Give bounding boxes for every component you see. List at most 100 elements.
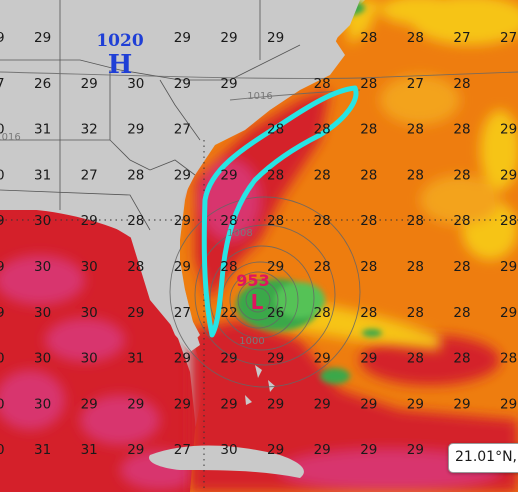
sst-value: 26 [267, 305, 284, 321]
land-layer [0, 0, 360, 478]
sst-value: 29 [127, 305, 144, 321]
sst-value: 31 [34, 122, 51, 138]
sst-value: 29 [220, 76, 237, 92]
sst-value: 28 [314, 167, 331, 183]
sst-value: 31 [81, 442, 98, 458]
sst-value: 29 [174, 76, 191, 92]
sst-value: 28 [453, 167, 470, 183]
sst-value: 28 [314, 76, 331, 92]
sst-value: 28 [407, 213, 424, 229]
isobar-label: 1016 [0, 132, 21, 143]
sst-value: 27 [453, 30, 470, 46]
sst-value: 28 [407, 122, 424, 138]
sst-value: 28 [360, 213, 377, 229]
sst-value: 29 [314, 442, 331, 458]
low-pressure-letter: L [251, 290, 264, 314]
sst-value: 29 [0, 259, 5, 275]
sst-value: 29 [174, 30, 191, 46]
sst-value: 30 [34, 305, 51, 321]
sst-value: 27 [174, 122, 191, 138]
high-pressure-value: 1020 [96, 31, 143, 51]
sst-value: 28 [360, 259, 377, 275]
sst-value: 30 [81, 259, 98, 275]
sst-value: 28 [407, 30, 424, 46]
sst-value: 29 [267, 396, 284, 412]
sst-value: 29 [0, 213, 5, 229]
high-pressure-letter: H [108, 50, 133, 80]
sst-value: 29 [267, 442, 284, 458]
sst-value: 28 [500, 351, 517, 367]
sst-value: 30 [34, 351, 51, 367]
sst-value: 28 [314, 122, 331, 138]
us-east-coast [0, 0, 360, 340]
sst-value: 28 [127, 213, 144, 229]
isobar-labels: 1016 1016 1008 1000 [0, 91, 273, 347]
sst-value: 29 [174, 213, 191, 229]
sst-value-grid: 29 29 29 29 29 28 28 27 27 27 26 29 30 29 29 28 28 27 28 30… [0, 30, 517, 458]
lat-lon-grid [0, 140, 518, 492]
sst-value: 29 [174, 396, 191, 412]
sst-value: 22 [220, 305, 237, 321]
florida-peninsula [130, 230, 200, 352]
sst-value: 29 [81, 396, 98, 412]
sst-value: 29 [500, 167, 517, 183]
sst-value: 30 [0, 351, 5, 367]
sst-value: 30 [0, 396, 5, 412]
sst-value: 28 [314, 305, 331, 321]
sst-value: 28 [453, 122, 470, 138]
isobar-label: 1016 [247, 91, 272, 102]
sst-value: 28 [127, 167, 144, 183]
sst-value: 29 [34, 30, 51, 46]
low-pressure-value: 953 [236, 271, 269, 290]
sst-value: 29 [314, 351, 331, 367]
sst-value: 28 [220, 213, 237, 229]
sst-value: 29 [407, 396, 424, 412]
sst-value: 27 [81, 167, 98, 183]
sst-value: 29 [314, 396, 331, 412]
sst-value: 28 [127, 259, 144, 275]
low-pressure-center: 953 L [236, 271, 269, 314]
bahamas-islands [245, 365, 275, 405]
sst-value: 30 [0, 167, 5, 183]
cuba [149, 445, 304, 478]
isobar-label: 1008 [227, 228, 252, 239]
sst-value: 31 [127, 351, 144, 367]
sst-value: 31 [34, 442, 51, 458]
sst-value: 28 [500, 213, 517, 229]
sst-value: 29 [220, 396, 237, 412]
sst-value: 32 [81, 122, 98, 138]
sst-value: 30 [0, 442, 5, 458]
highlight-outline [201, 85, 359, 338]
sst-value: 29 [407, 442, 424, 458]
sst-value: 29 [81, 76, 98, 92]
sst-value: 29 [0, 30, 5, 46]
sst-value: 28 [360, 167, 377, 183]
sst-value: 30 [34, 396, 51, 412]
sst-value: 28 [453, 76, 470, 92]
sst-value: 29 [360, 442, 377, 458]
sst-value: 29 [500, 305, 517, 321]
sst-value: 28 [267, 213, 284, 229]
sst-value: 29 [500, 396, 517, 412]
sst-value: 29 [127, 122, 144, 138]
sst-value: 30 [81, 351, 98, 367]
sst-value: 29 [500, 259, 517, 275]
high-pressure-center: 1020 H [96, 31, 143, 80]
sst-value: 28 [314, 259, 331, 275]
sst-value: 29 [360, 351, 377, 367]
sst-value: 30 [34, 259, 51, 275]
sst-value: 27 [407, 76, 424, 92]
sst-value: 27 [500, 30, 517, 46]
sst-value: 29 [220, 351, 237, 367]
sst-value: 28 [220, 259, 237, 275]
sst-value: 29 [81, 213, 98, 229]
sst-value: 29 [267, 30, 284, 46]
sst-value: 30 [220, 442, 237, 458]
sst-value: 28 [267, 167, 284, 183]
isobar-label: 1000 [239, 336, 264, 347]
sst-value: 27 [0, 76, 5, 92]
sst-value: 28 [407, 305, 424, 321]
sst-value: 28 [360, 30, 377, 46]
sst-value: 29 [174, 167, 191, 183]
